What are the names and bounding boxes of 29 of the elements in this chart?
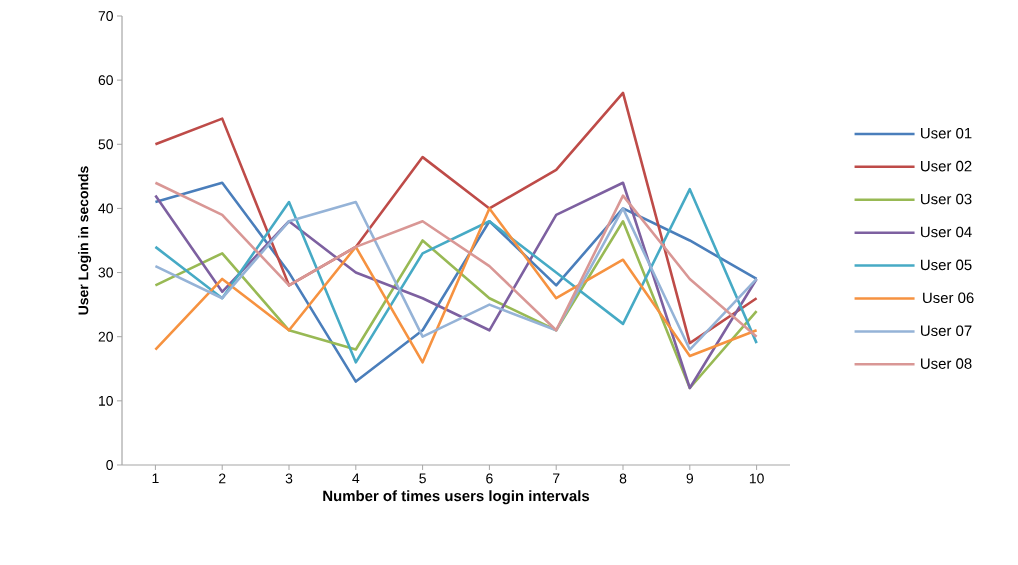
legend-label: User 06 (923, 292, 974, 304)
x-tick-label: 10 (749, 473, 764, 484)
x-tick-label: 6 (486, 473, 493, 484)
line-series (154, 181, 758, 338)
legend-label: User 01 (921, 127, 972, 139)
legend-label: User 03 (921, 193, 972, 205)
x-tick-label: 1 (152, 473, 159, 484)
y-tick-label: 60 (98, 75, 113, 86)
y-axis-title: User Login in seconds (78, 166, 92, 315)
x-tick-label: 5 (419, 473, 426, 484)
y-tick-label: 50 (98, 139, 113, 150)
x-tick-label: 9 (686, 473, 694, 484)
y-tick-label: 30 (98, 267, 113, 278)
y-tick-label: 0 (106, 460, 113, 470)
x-axis-title: Number of times users login intervals (323, 490, 590, 505)
y-tick-label: 40 (98, 203, 113, 214)
y-tick-label: 70 (98, 11, 113, 21)
legend-label: User 08 (921, 358, 972, 369)
y-tick-label: 20 (98, 331, 113, 342)
y-tick-label: 10 (99, 395, 113, 406)
x-tick-label: 3 (285, 473, 293, 484)
legend-label: User 05 (921, 259, 972, 271)
legend-label: User 02 (921, 160, 972, 172)
x-tick-label: 7 (553, 473, 560, 484)
x-tick-label: 4 (352, 473, 360, 484)
x-tick-label: 2 (219, 473, 226, 484)
legend-label: User 07 (921, 325, 972, 336)
legend-label: User 04 (921, 226, 972, 238)
x-tick-label: 8 (619, 473, 627, 484)
